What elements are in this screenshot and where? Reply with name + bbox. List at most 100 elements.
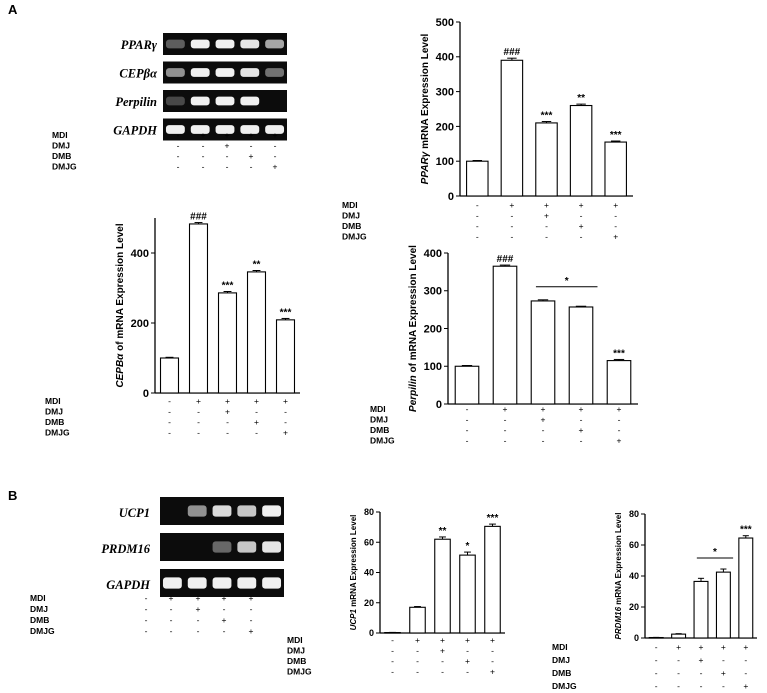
treatment-label-dmj: DMJ bbox=[552, 655, 570, 665]
treatment-sign: + bbox=[222, 593, 227, 603]
gel-band bbox=[212, 541, 232, 553]
y-tick-label: 0 bbox=[634, 633, 639, 643]
y-tick-label: 400 bbox=[424, 248, 442, 260]
treatment-sign: - bbox=[744, 668, 747, 678]
perpilin-chart: 0 100 200 300 400 Perpilin of mRNA Expression… bbox=[370, 245, 638, 446]
treatment-sign: + bbox=[544, 200, 549, 210]
significance-mark: *** bbox=[222, 281, 234, 292]
y-tick-label: 400 bbox=[131, 248, 149, 260]
treatment-sign: + bbox=[249, 130, 254, 140]
treatment-sign: - bbox=[504, 425, 507, 435]
treatment-label-mdi: MDI bbox=[30, 593, 46, 603]
treatment-sign: + bbox=[196, 396, 201, 406]
treatment-sign: + bbox=[249, 593, 254, 603]
panel-label-a: A bbox=[8, 2, 18, 17]
treatment-sign: - bbox=[510, 211, 513, 221]
treatment-sign: - bbox=[391, 667, 394, 677]
treatment-sign: - bbox=[677, 655, 680, 665]
gel-band bbox=[212, 505, 232, 517]
treatment-label-mdi: MDI bbox=[342, 200, 358, 210]
y-tick-label: 60 bbox=[629, 540, 639, 550]
y-tick-label: 0 bbox=[369, 628, 374, 638]
treatment-sign: - bbox=[177, 130, 180, 140]
bar bbox=[217, 292, 238, 394]
gel-band bbox=[265, 39, 285, 49]
gel-band bbox=[165, 68, 185, 77]
treatment-sign: - bbox=[197, 417, 200, 427]
treatment-sign: + bbox=[617, 404, 622, 414]
gel-band bbox=[212, 577, 232, 589]
treatment-sign: - bbox=[545, 232, 548, 242]
y-axis-label-rest: mRNA Expression Level bbox=[614, 513, 623, 607]
y-axis-label-rest: of mRNA Expression Level bbox=[408, 245, 419, 375]
y-tick-label: 40 bbox=[629, 571, 639, 581]
treatment-sign: - bbox=[441, 656, 444, 666]
treatment-sign: + bbox=[254, 396, 259, 406]
panel-label-b: B bbox=[8, 488, 17, 503]
significance-mark: ** bbox=[253, 260, 261, 271]
significance-mark: *** bbox=[541, 111, 553, 122]
treatment-sign: - bbox=[170, 626, 173, 636]
treatment-label-dmj: DMJ bbox=[45, 407, 63, 417]
treatment-sign: - bbox=[168, 396, 171, 406]
treatment-sign: + bbox=[415, 635, 420, 645]
treatment-sign: - bbox=[391, 656, 394, 666]
treatment-sign: - bbox=[466, 436, 469, 446]
treatment-sign: - bbox=[170, 604, 173, 614]
treatment-sign: - bbox=[655, 681, 658, 691]
treatment-sign: - bbox=[168, 428, 171, 438]
treatment-sign: - bbox=[197, 428, 200, 438]
gel-band bbox=[187, 577, 207, 589]
treatment-sign: + bbox=[440, 646, 445, 656]
gel-band-label: Perpilin bbox=[115, 95, 157, 109]
significance-mark: ** bbox=[577, 93, 585, 104]
treatment-sign: - bbox=[391, 646, 394, 656]
treatment-sign: + bbox=[617, 436, 622, 446]
treatment-label-mdi: MDI bbox=[45, 396, 61, 406]
bar bbox=[693, 580, 709, 639]
treatment-sign: + bbox=[743, 642, 748, 652]
gel-band-label: PPARγ bbox=[121, 38, 158, 52]
treatment-sign: - bbox=[545, 221, 548, 231]
treatment-sign: - bbox=[618, 425, 621, 435]
y-tick-label: 200 bbox=[436, 121, 454, 133]
treatment-sign: - bbox=[441, 667, 444, 677]
gel-band bbox=[215, 96, 235, 106]
treatment-sign: - bbox=[476, 221, 479, 231]
treatment-label-mdi: MDI bbox=[52, 130, 68, 140]
y-tick-label: 400 bbox=[436, 52, 454, 64]
treatment-sign: + bbox=[579, 200, 584, 210]
treatment-label-dmjg: DMJG bbox=[552, 681, 577, 691]
y-axis-label: UCP1 mRNA Expression Level bbox=[349, 515, 358, 631]
significance-mark: * bbox=[466, 541, 470, 552]
treatment-sign: + bbox=[579, 425, 584, 435]
gel-band bbox=[215, 68, 235, 77]
treatment-sign: - bbox=[250, 162, 253, 172]
gel-band bbox=[237, 541, 257, 553]
y-axis-label-gene: Perpilin bbox=[408, 375, 419, 412]
treatment-sign: - bbox=[466, 425, 469, 435]
treatment-sign: + bbox=[699, 655, 704, 665]
treatment-label-dmjg: DMJG bbox=[52, 162, 77, 172]
bar bbox=[738, 537, 754, 639]
treatment-label-mdi: MDI bbox=[370, 404, 386, 414]
treatment-sign: - bbox=[274, 151, 277, 161]
gel-band bbox=[162, 577, 182, 589]
y-axis-label: PPARγ mRNA Expression Level bbox=[420, 33, 431, 184]
treatment-sign: - bbox=[145, 626, 148, 636]
treatment-sign: + bbox=[613, 200, 618, 210]
treatment-sign: - bbox=[677, 668, 680, 678]
treatment-sign: + bbox=[225, 141, 230, 151]
bar bbox=[454, 365, 480, 405]
treatment-sign: + bbox=[465, 656, 470, 666]
treatment-sign: + bbox=[490, 667, 495, 677]
treatment-sign: - bbox=[202, 141, 205, 151]
treatment-label-mdi: MDI bbox=[287, 635, 303, 645]
treatment-sign: - bbox=[416, 667, 419, 677]
significance-mark: *** bbox=[740, 525, 752, 536]
gel-band-label: UCP1 bbox=[119, 506, 150, 520]
